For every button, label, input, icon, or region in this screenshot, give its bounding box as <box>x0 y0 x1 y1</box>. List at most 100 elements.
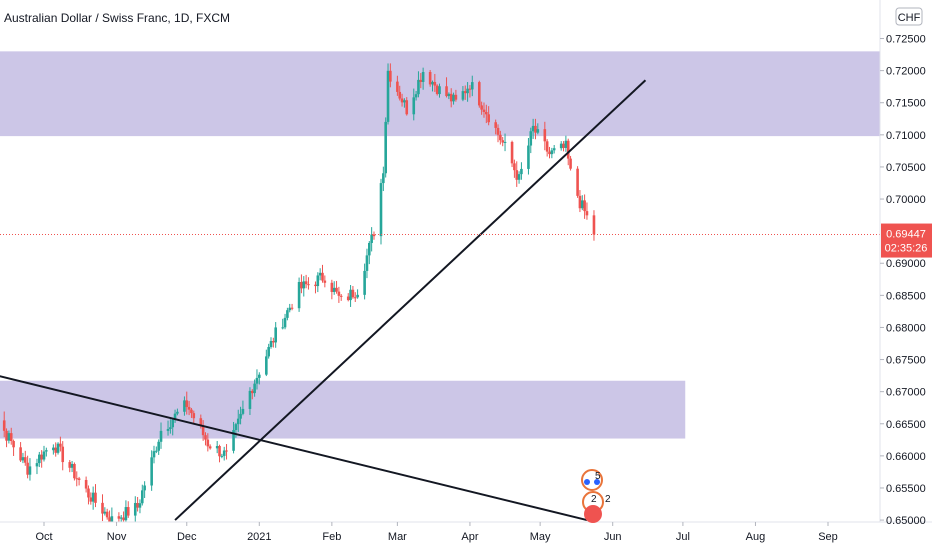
candle-body <box>70 463 74 468</box>
candle-body <box>592 215 596 235</box>
y-tick-label: 0.65500 <box>886 483 926 495</box>
candle-body <box>499 134 502 141</box>
candle-body <box>386 70 390 122</box>
candle-body <box>176 411 179 414</box>
time-axis[interactable]: Oct Nov Dec 2021 Feb Mar Apr May Jun Jul Aug Sep <box>35 522 838 543</box>
x-tick-label: Nov <box>107 531 127 543</box>
candle-body <box>253 383 256 394</box>
x-tick-label: Apr <box>461 531 478 543</box>
candle-body <box>569 158 572 169</box>
x-tick-label: Sep <box>818 531 838 543</box>
candle-body <box>2 420 6 431</box>
candle-body <box>255 377 259 384</box>
candle-body <box>87 488 90 498</box>
candle-body <box>77 478 81 480</box>
candle-body <box>583 200 586 212</box>
candle-body <box>183 400 186 412</box>
candle-body <box>428 71 432 85</box>
candle-body <box>126 507 130 516</box>
candle-body <box>73 463 76 479</box>
candle-body <box>122 517 125 521</box>
chart-title: Australian Dollar / Swiss Franc, 1D, FXC… <box>4 11 230 25</box>
candle-body <box>447 93 451 97</box>
y-tick-label: 0.66500 <box>886 419 926 431</box>
candle-body <box>136 502 139 508</box>
zone-2[interactable] <box>0 380 686 439</box>
candle-body <box>414 94 418 98</box>
x-tick-label: Aug <box>746 531 766 543</box>
candle-body <box>513 163 516 171</box>
y-tick-label: 0.71000 <box>886 130 926 142</box>
candle-body <box>173 413 177 420</box>
candle-body <box>396 81 399 92</box>
candle-body <box>576 168 579 196</box>
candle-body <box>208 446 212 449</box>
candle-body <box>487 114 490 123</box>
candle-body <box>349 289 352 301</box>
candle-body <box>215 446 219 449</box>
candle-body <box>91 492 95 502</box>
candle-body <box>274 327 277 343</box>
trendlines-layer[interactable] <box>0 79 647 522</box>
candle-body <box>21 457 25 461</box>
candle-body <box>449 93 453 102</box>
candle-body <box>140 490 144 504</box>
candle-body <box>346 296 350 301</box>
candle-body <box>400 98 404 103</box>
candle-body <box>38 454 41 464</box>
candle-body <box>61 446 65 463</box>
candle-body <box>159 430 163 442</box>
candle-body <box>23 457 27 463</box>
event-badge-top[interactable]: 5 <box>581 469 603 491</box>
y-tick-label: 0.72500 <box>886 34 926 46</box>
candle-body <box>307 284 310 286</box>
candle-body <box>445 86 448 97</box>
candle-body <box>580 200 584 209</box>
candle-body <box>482 109 486 112</box>
candle-body <box>248 390 252 409</box>
candle-body <box>7 433 11 441</box>
candle-body <box>517 174 521 180</box>
candle-body <box>485 111 488 115</box>
candle-body <box>192 413 196 419</box>
y-tick-label: 0.68000 <box>886 322 926 334</box>
candle-body <box>75 478 79 480</box>
candle-body <box>431 81 434 85</box>
candle-body <box>171 419 175 428</box>
event-badge-bottom[interactable]: 2 2 <box>582 491 611 523</box>
y-tick-label: 0.68500 <box>886 290 926 302</box>
event-count-top: 5 <box>595 471 601 482</box>
candle-body <box>5 430 8 441</box>
candle-body <box>382 173 385 184</box>
y-tick-label: 0.67500 <box>886 355 926 367</box>
candle-body <box>40 454 43 460</box>
candle-body <box>419 79 423 82</box>
candle-body <box>133 502 137 516</box>
candle-body <box>480 105 483 110</box>
candle-body <box>321 272 324 281</box>
candle-body <box>536 129 540 133</box>
candle-body <box>108 517 111 523</box>
candle-body <box>527 145 530 169</box>
x-tick-label: Jul <box>676 531 690 543</box>
candle-body <box>477 82 481 106</box>
candle-body <box>545 141 549 152</box>
candle-body <box>187 406 191 410</box>
candle-body <box>463 91 467 94</box>
candle-body <box>117 516 121 519</box>
price-axis[interactable]: 0.72500 0.72000 0.71500 0.71000 0.70500 0.700… <box>880 34 926 528</box>
candle-body <box>56 443 60 453</box>
candle-body <box>199 418 203 426</box>
candle-body <box>389 70 392 82</box>
candle-body <box>421 71 425 82</box>
candle-body <box>220 455 224 457</box>
event-badges[interactable]: 5 2 2 <box>581 469 611 523</box>
trendline-2[interactable] <box>174 79 647 521</box>
candle-body <box>470 82 474 90</box>
candle-body <box>302 281 306 289</box>
currency-badge[interactable]: CHF <box>895 7 923 26</box>
candle-body <box>272 341 275 343</box>
trendline-1[interactable] <box>0 370 588 522</box>
candle-body <box>433 81 437 86</box>
